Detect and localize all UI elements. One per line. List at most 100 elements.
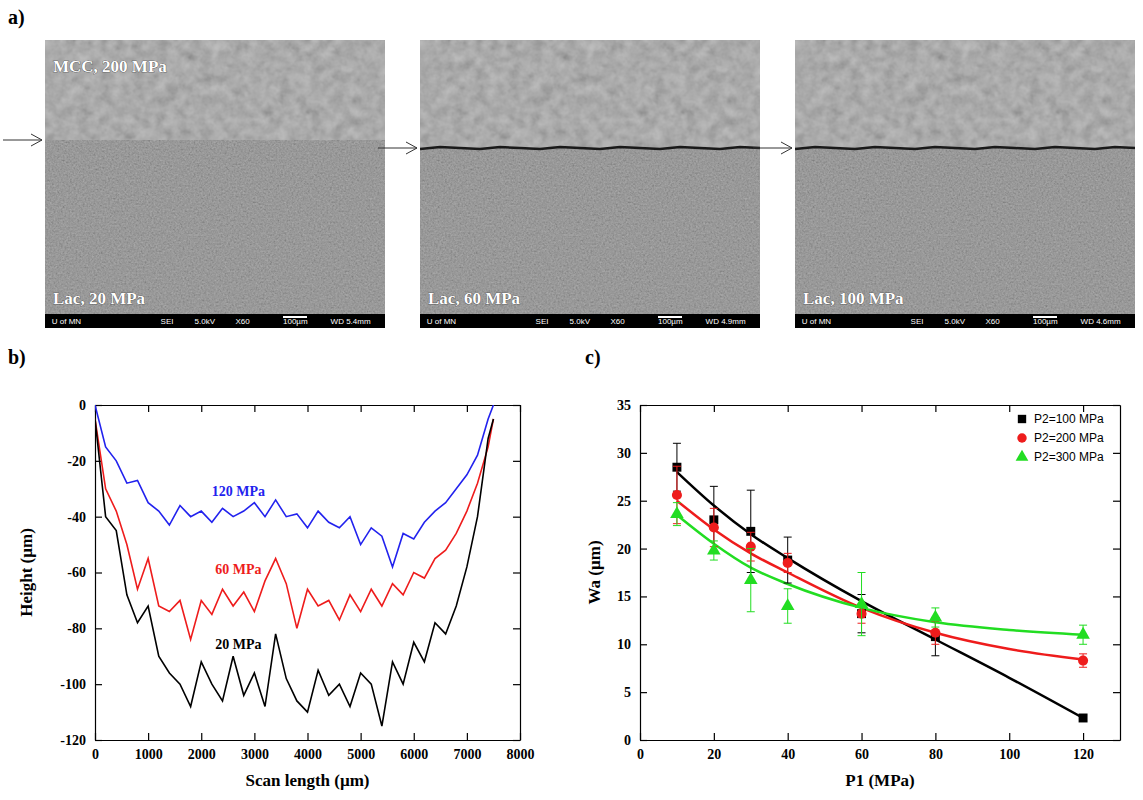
info-text: SEI (911, 317, 924, 326)
error-cap (1079, 625, 1087, 626)
tick-mark (201, 405, 202, 412)
tick-label: -60 (67, 565, 86, 580)
tick (1113, 740, 1120, 741)
error-cap (710, 508, 718, 509)
tick-label: 120 (1073, 747, 1094, 762)
info-text: 5.0kV (945, 317, 966, 326)
data-point (707, 543, 721, 555)
tick-mark (640, 596, 647, 597)
axis-line (641, 405, 1121, 406)
axis: 05101520253035 (617, 398, 647, 748)
data-point (855, 596, 869, 608)
tick-mark (640, 405, 647, 406)
error-cap (747, 548, 755, 549)
image-ground (795, 40, 1135, 328)
tick: 25 (617, 494, 647, 509)
error-cap (673, 443, 681, 444)
error-cap (747, 490, 755, 491)
tick-mark (148, 405, 149, 412)
arrow (378, 148, 417, 149)
axis-line (1120, 406, 1121, 741)
tick-label: -80 (67, 621, 86, 636)
micrograph: U of MNSEI5.0kVX60100µmWD 4.6mmLac, 100 … (795, 40, 1135, 328)
tick-label: -40 (67, 510, 86, 525)
tick (361, 405, 362, 412)
tick: 35 (617, 398, 647, 413)
label-patch (210, 484, 267, 499)
tick: -120 (60, 733, 102, 748)
error-cap (931, 607, 939, 608)
panel-letter: a) (8, 6, 25, 29)
tick-mark (254, 733, 255, 740)
tick-mark (513, 628, 520, 629)
info-text: 5.0kV (570, 317, 591, 326)
series-label: 20 MPa (215, 637, 261, 652)
tick-label: 0 (624, 733, 631, 748)
legend-label: P2=300 MPa (1034, 450, 1104, 464)
tick-mark (148, 733, 149, 740)
error-cap (784, 623, 792, 624)
tick-mark (513, 684, 520, 685)
axis-line (520, 406, 521, 741)
tick-mark (861, 405, 862, 412)
error-cap (747, 532, 755, 533)
tick-label: 60 (855, 747, 869, 762)
tick-mark (1113, 596, 1120, 597)
tick-label: 30 (617, 446, 631, 461)
axis-line (641, 740, 1121, 741)
tick-label: 10 (617, 637, 631, 652)
info-text: SEI (161, 317, 174, 326)
error-cap (673, 502, 681, 503)
error-cap (931, 655, 939, 656)
tick-mark (513, 740, 520, 741)
data-point (709, 522, 719, 532)
error-cap (784, 553, 792, 554)
error-cap (673, 466, 681, 467)
tick-label: 8000 (507, 747, 535, 762)
tick: 15 (617, 589, 647, 604)
tick-mark (467, 405, 468, 412)
tick-mark (513, 461, 520, 462)
profile-line (95, 419, 493, 640)
series-label: 60 MPa (215, 562, 261, 577)
tick-label: 0 (79, 398, 86, 413)
tick (254, 405, 255, 412)
legend-label: P2=100 MPa (1034, 412, 1104, 426)
tick-mark (1083, 405, 1084, 412)
tick-mark (95, 517, 102, 518)
error-cap (1079, 667, 1087, 668)
data-point (670, 506, 684, 518)
tick (513, 461, 520, 462)
tick-label: 100 (999, 747, 1020, 762)
tick-mark (1083, 733, 1084, 740)
error-cap (1079, 653, 1087, 654)
tick (788, 405, 789, 412)
tick-mark (513, 572, 520, 573)
info-text: SEI (536, 317, 549, 326)
data-point (930, 628, 940, 638)
data-point (1079, 714, 1088, 723)
tick-label: 2000 (188, 747, 216, 762)
tick-mark (1113, 740, 1120, 741)
tick-label: 15 (617, 589, 631, 604)
label-patch (213, 562, 263, 577)
fit-line (677, 472, 1083, 718)
panel-letter: c) (585, 346, 601, 369)
upper-layer (795, 40, 1135, 148)
upper-layer (420, 40, 760, 148)
tick: 0 (79, 398, 102, 413)
data-point (744, 572, 758, 584)
tick-mark (640, 453, 647, 454)
error-cap (784, 583, 792, 584)
arrow (753, 148, 792, 149)
plot-marks (670, 443, 1090, 722)
tick-mark (414, 733, 415, 740)
axis (1113, 406, 1121, 741)
tick-mark (935, 405, 936, 412)
tick-label: 20 (617, 542, 631, 557)
image-ground (420, 40, 760, 328)
tick-mark (361, 733, 362, 740)
tick (1113, 596, 1120, 597)
tick-mark (935, 733, 936, 740)
interface-crack (795, 147, 1135, 149)
